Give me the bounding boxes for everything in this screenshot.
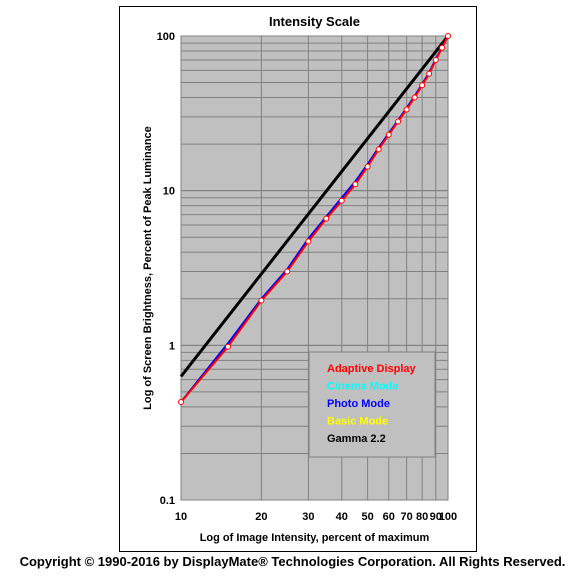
legend-box — [308, 351, 436, 458]
legend-entry: Adaptive Display — [327, 363, 417, 375]
data-point — [385, 131, 392, 138]
legend-entry: Gamma 2.2 — [327, 433, 386, 445]
x-tick-label: 40 — [336, 511, 348, 523]
data-point — [258, 297, 265, 304]
x-tick-label: 50 — [362, 511, 374, 523]
data-point — [225, 343, 232, 350]
data-point — [426, 70, 433, 77]
legend-entry: Photo Mode — [327, 398, 390, 410]
data-point — [375, 146, 382, 153]
data-point — [352, 181, 359, 188]
x-tick-label: 60 — [383, 511, 395, 523]
x-axis-label: Log of Image Intensity, percent of maxim… — [200, 532, 430, 544]
y-tick-label: 1 — [169, 340, 175, 352]
copyright-notice: Copyright © 1990-2016 by DisplayMate® Te… — [19, 554, 566, 569]
series-line-gamma-2-2 — [179, 35, 450, 378]
x-tick-label: 100 — [439, 511, 457, 523]
x-tick-label: 10 — [175, 511, 187, 523]
data-point — [338, 197, 345, 204]
x-tick-label: 20 — [255, 511, 267, 523]
y-tick-label: 100 — [157, 31, 175, 43]
data-point — [445, 33, 451, 39]
y-tick-label: 10 — [163, 186, 175, 198]
y-tick-label: 0.1 — [160, 495, 175, 507]
data-point — [395, 118, 402, 125]
data-point — [432, 56, 439, 63]
data-point — [403, 106, 410, 113]
chart-title: Intensity Scale — [269, 14, 360, 29]
legend-entry: Basic Mode — [327, 416, 388, 428]
x-tick-label: 80 — [416, 511, 428, 523]
data-point — [439, 44, 446, 51]
data-point — [323, 215, 330, 222]
data-point — [178, 399, 184, 406]
data-point — [411, 94, 418, 101]
x-tick-label: 90 — [430, 511, 442, 523]
data-point — [284, 268, 291, 275]
data-point — [305, 238, 312, 245]
x-tick-label: 30 — [302, 511, 314, 523]
legend-entry: Cinema Mode — [327, 381, 399, 393]
data-point — [364, 163, 371, 170]
plot-border — [180, 35, 449, 501]
y-axis-label: Log of Screen Brightness, Percent of Pea… — [142, 126, 154, 410]
data-point — [419, 82, 426, 89]
x-tick-label: 70 — [401, 511, 413, 523]
